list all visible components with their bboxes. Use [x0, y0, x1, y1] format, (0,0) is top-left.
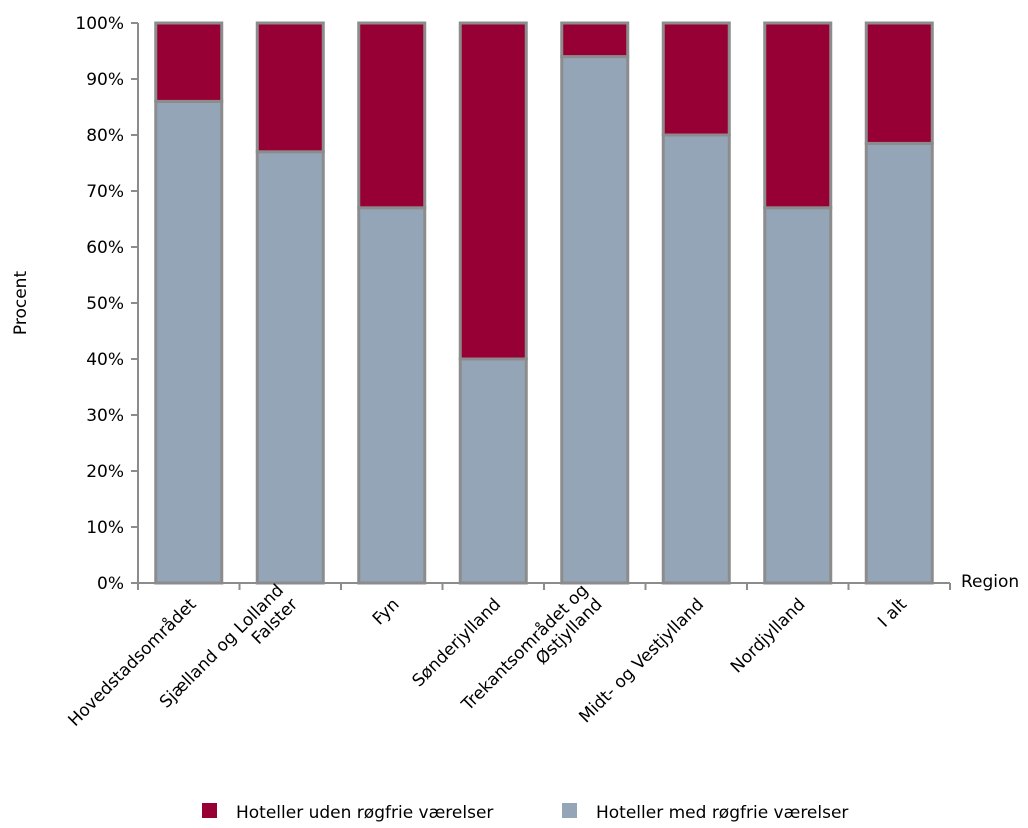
y-axis-title: Procent [11, 271, 31, 336]
legend-swatch [202, 803, 217, 818]
legend-label: Hoteller uden røgfrie værelser [236, 803, 493, 823]
bar-segment-uden-2 [357, 21, 427, 210]
category-label-line: Trekantsområdet og [457, 580, 593, 716]
category-label-line: Fyn [369, 595, 404, 630]
y-tick-label: 80% [86, 126, 124, 146]
category-label-line: Nordjylland [727, 595, 810, 678]
y-tick-label: 70% [86, 182, 124, 202]
bar-segment-med-6 [763, 206, 833, 585]
bar-segment-med-2 [357, 206, 427, 585]
category-label: Hovedstadsområdet [64, 594, 201, 731]
y-tick-label: 20% [86, 462, 124, 482]
x-axis-title: Region [961, 572, 1019, 592]
bar-segment-med-0 [154, 99, 224, 585]
legend-label: Hoteller med røgfrie værelser [596, 803, 848, 823]
bar-segment-med-1 [255, 150, 325, 585]
y-tick-label: 30% [86, 406, 124, 426]
category-label: I alt [874, 594, 911, 631]
y-tick-label: 50% [86, 294, 124, 314]
y-tick-label: 10% [86, 518, 124, 538]
y-tick-label: 60% [86, 238, 124, 258]
y-tick-label: 0% [97, 574, 124, 594]
category-label: Nordjylland [727, 595, 810, 678]
bar-segment-uden-0 [154, 21, 224, 103]
y-tick-label: 90% [86, 70, 124, 90]
bar-segment-uden-1 [255, 21, 325, 154]
y-tick-label: 100% [75, 14, 124, 34]
bar-segment-uden-4 [560, 21, 630, 59]
bar-segment-uden-5 [661, 21, 731, 137]
bar-segment-uden-3 [458, 21, 528, 361]
bar-segment-med-5 [661, 133, 731, 585]
bar-segment-med-3 [458, 357, 528, 585]
bar-segment-med-4 [560, 55, 630, 585]
bar-segment-med-7 [864, 141, 934, 585]
bar-segment-uden-7 [864, 21, 934, 145]
bar-segment-uden-6 [763, 21, 833, 210]
category-label-line: Sjælland og Lolland [156, 580, 288, 712]
category-label-line: Hovedstadsområdet [64, 594, 201, 731]
y-tick-label: 40% [86, 350, 124, 370]
legend-swatch [562, 803, 577, 818]
category-label: Fyn [369, 595, 404, 630]
category-label-line: I alt [874, 594, 911, 631]
